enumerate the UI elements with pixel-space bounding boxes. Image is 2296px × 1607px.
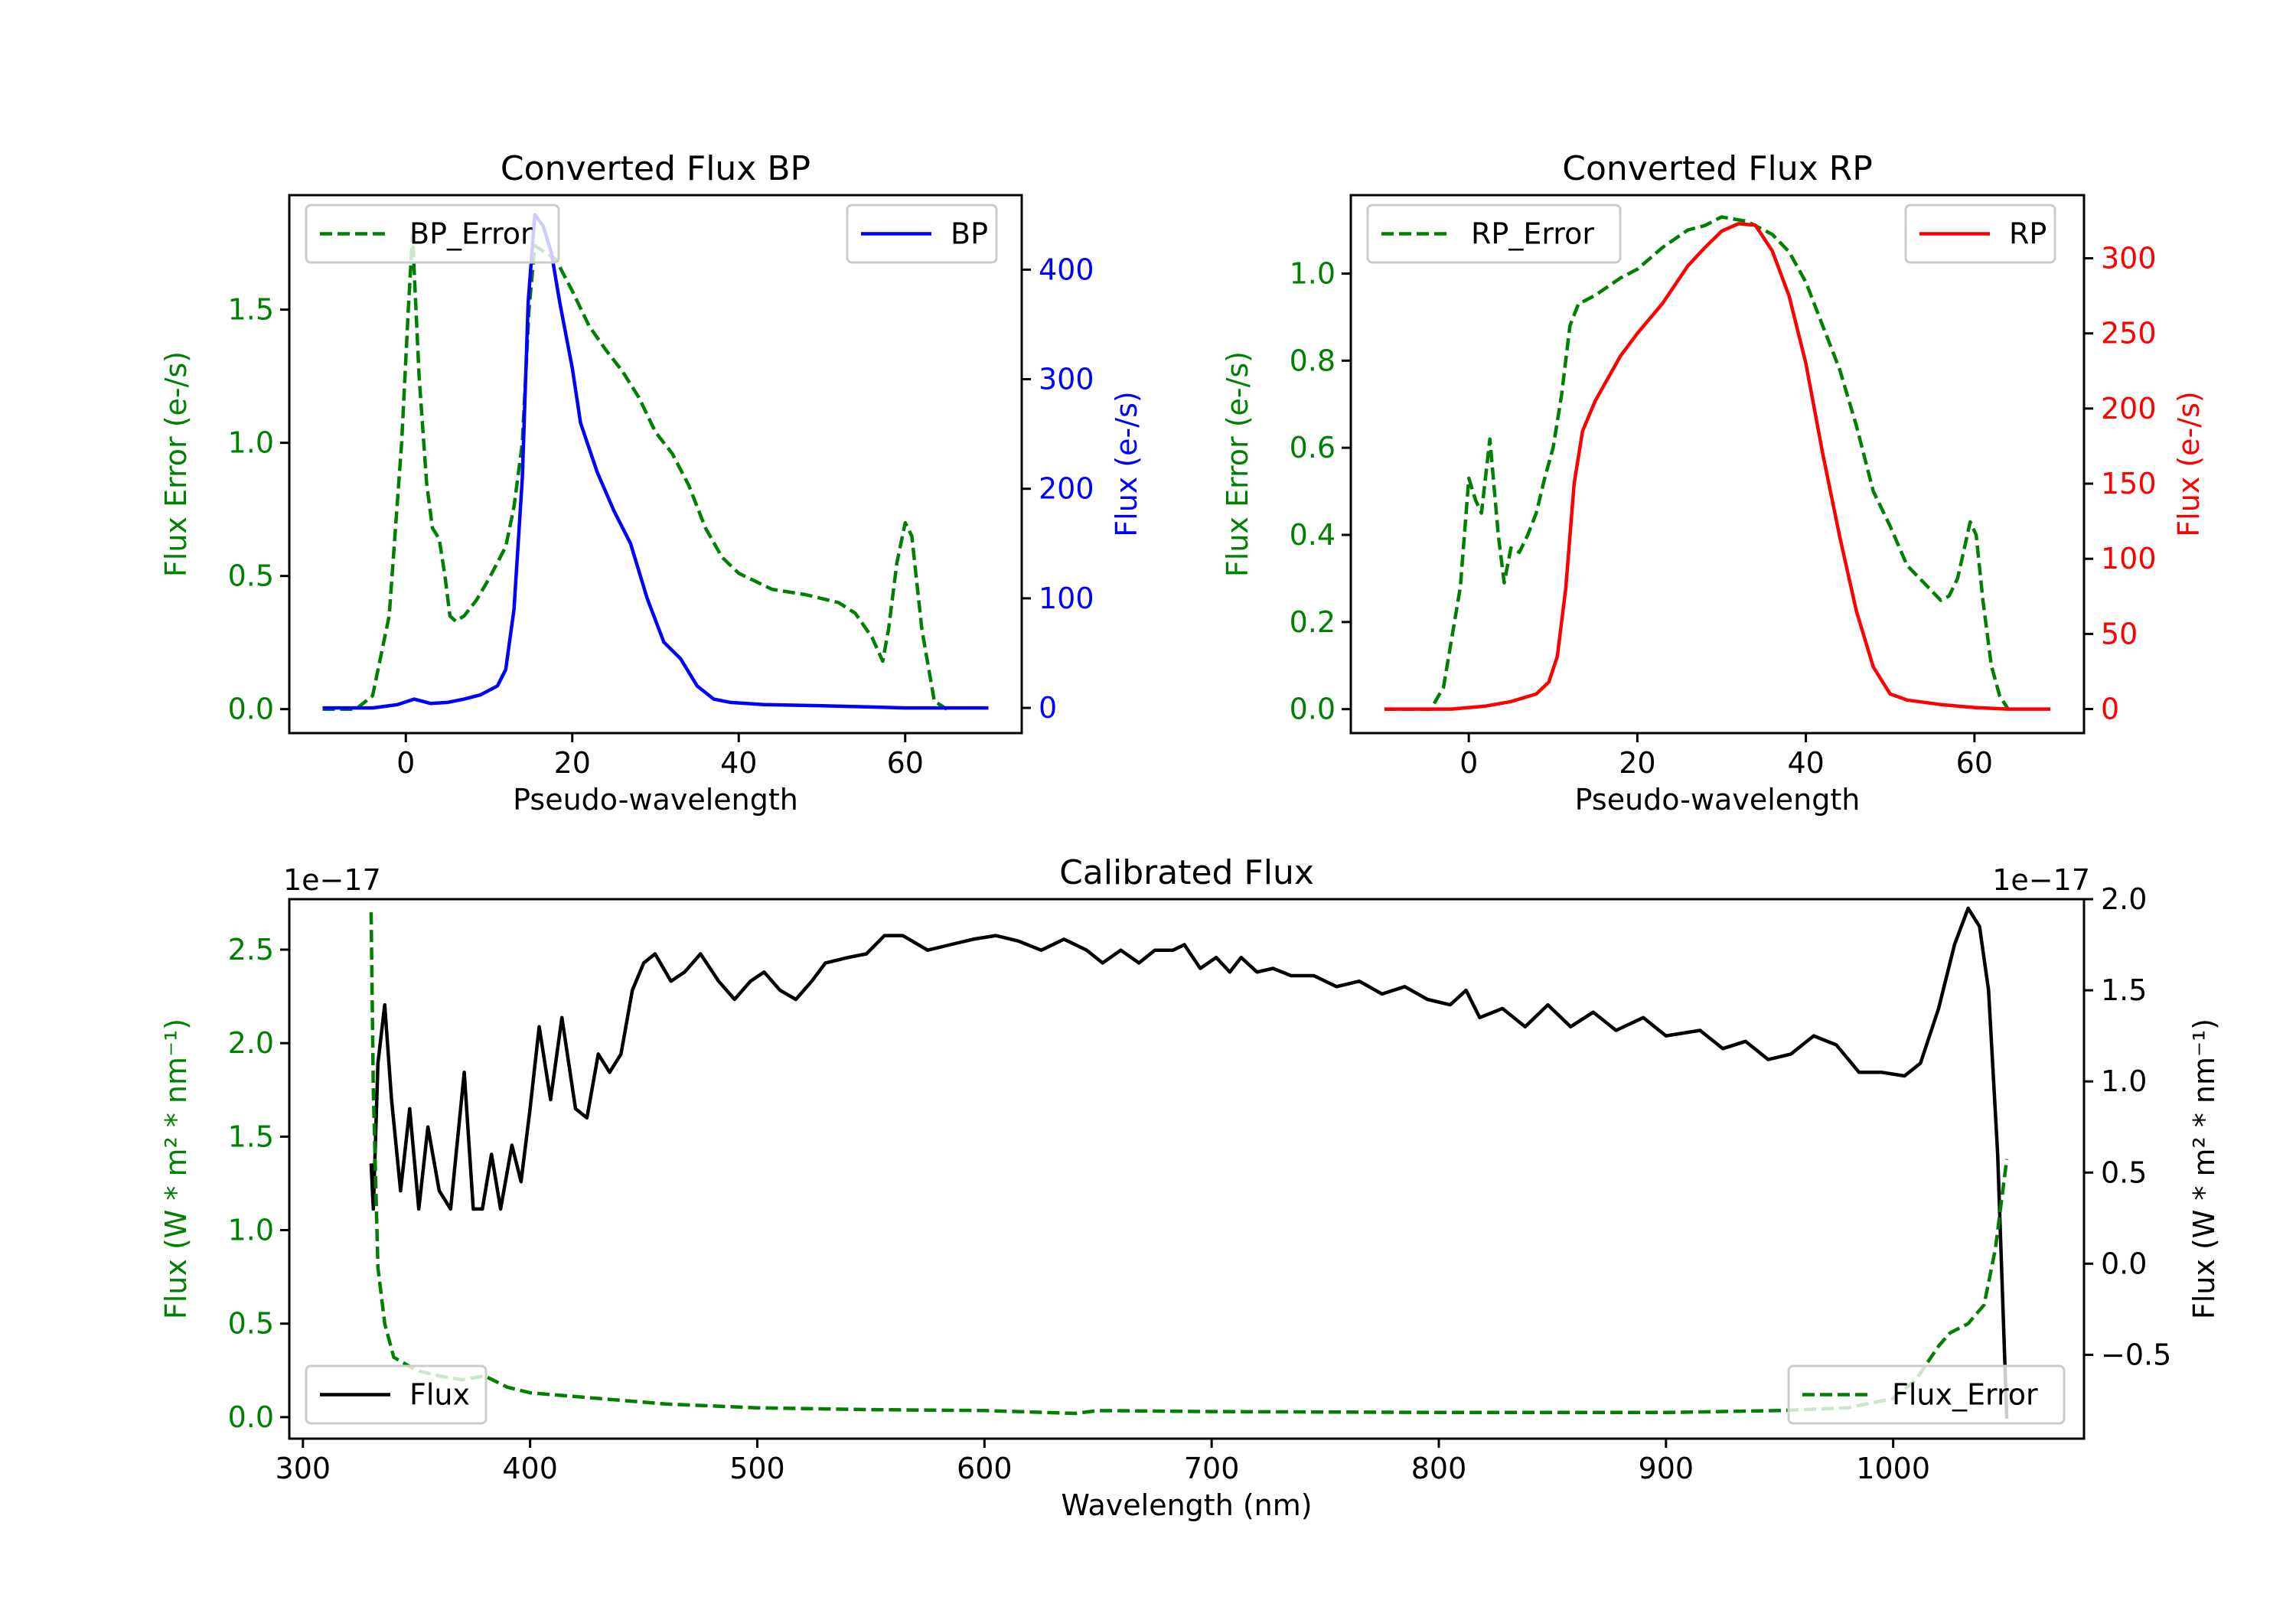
- bp-legend-bp: BP: [846, 204, 998, 264]
- cal-right-offset-label: 1e−17: [1992, 863, 2090, 897]
- bp-plot-frame: [288, 194, 1023, 735]
- cal-right-tick-label: −0.5: [2101, 1338, 2171, 1371]
- bp-right-tick-label: 200: [1039, 472, 1094, 506]
- rp-left-tick-label: 1.0: [1290, 256, 1336, 290]
- legend-box: [305, 204, 560, 264]
- bp-left-tick-label: 0.0: [228, 693, 274, 726]
- cal-plot-frame: [288, 898, 2086, 1440]
- cal-left-tick-label: 0.5: [228, 1307, 274, 1341]
- rp-x-tick-label: 0: [1459, 746, 1478, 780]
- rp-left-tick-label: 0.4: [1290, 518, 1336, 552]
- rp-left-tick-label: 0.8: [1290, 344, 1336, 377]
- bp-x-axis-label: Pseudo-wavelength: [513, 783, 798, 817]
- bp-x-tick-label: 0: [396, 746, 415, 780]
- rp-right-tick-label: 300: [2101, 241, 2157, 275]
- legend-box: [305, 1364, 488, 1425]
- bp-right-axis-label: Flux (e-/s): [1110, 391, 1143, 536]
- bp-right-tick-label: 100: [1039, 582, 1094, 615]
- cal-left-tick-label: 2.0: [228, 1026, 274, 1060]
- cal-right-tick-label: 0.5: [2101, 1156, 2147, 1189]
- cal-right-tick-label: 1.5: [2101, 973, 2147, 1007]
- calibrated-chart: Calibrated Flux 300 400 500 600 700 800 900 1000…: [159, 853, 2221, 1522]
- cal-title: Calibrated Flux: [1059, 853, 1314, 892]
- rp-x-tick-label: 20: [1619, 746, 1655, 780]
- rp-right-tick-label: 50: [2101, 617, 2138, 650]
- cal-x-tick-label: 400: [502, 1452, 558, 1485]
- bp-x-tick-label: 60: [887, 746, 924, 780]
- rp-right-tick-label: 250: [2101, 317, 2157, 350]
- bp-right-tick-label: 400: [1039, 253, 1094, 286]
- legend-label: RP_Error: [1471, 217, 1594, 251]
- bp-title: Converted Flux BP: [501, 149, 810, 188]
- legend-label: BP: [951, 217, 988, 251]
- legend-box: [1366, 204, 1622, 264]
- rp-left-axis-label: Flux Error (e-/s): [1221, 351, 1254, 577]
- cal-x-tick-label: 800: [1411, 1452, 1467, 1485]
- bp-right-tick-label: 0: [1039, 691, 1057, 725]
- cal-x-tick-label: 500: [729, 1452, 785, 1485]
- cal-left-tick-label: 2.5: [228, 933, 274, 966]
- cal-x-tick-label: 300: [276, 1452, 331, 1485]
- bp-left-tick-label: 0.5: [228, 559, 274, 593]
- rp-right-tick-label: 0: [2101, 693, 2119, 726]
- cal-left-tick-label: 1.5: [228, 1120, 274, 1153]
- legend-label: RP: [2009, 217, 2047, 251]
- cal-legend-flux-error: Flux_Error: [1787, 1364, 2066, 1425]
- rp-legend-rp-error: RP_Error: [1366, 204, 1622, 264]
- cal-right-tick-label: 0.0: [2101, 1247, 2147, 1280]
- legend-label: BP_Error: [409, 217, 533, 251]
- cal-right-tick-label: 1.0: [2101, 1064, 2147, 1098]
- rp-series-rp-line: [1384, 222, 2050, 711]
- cal-left-tick-label: 1.0: [228, 1214, 274, 1247]
- bp-left-tick-label: 1.5: [228, 293, 274, 327]
- rp-plot-frame: [1349, 194, 2086, 735]
- rp-left-tick-label: 0.2: [1290, 605, 1336, 639]
- rp-right-tick-label: 100: [2101, 542, 2157, 575]
- rp-right-tick-label: 150: [2101, 467, 2157, 500]
- rp-chart: Converted Flux RP 0 20 40 60 Pseudo-wavelengt…: [1221, 149, 2206, 817]
- cal-x-axis-label: Wavelength (nm): [1061, 1488, 1312, 1522]
- rp-x-tick-label: 60: [1956, 746, 1993, 780]
- legend-label: Flux_Error: [1892, 1378, 2038, 1412]
- legend-box: [1787, 1364, 2066, 1425]
- rp-series-rp-error-line: [1384, 215, 2010, 711]
- rp-right-tick-label: 200: [2101, 392, 2157, 425]
- rp-legend-rp: RP: [1904, 204, 2056, 264]
- cal-x-tick-label: 600: [957, 1452, 1013, 1485]
- bp-chart: Converted Flux BP 0 20 40 60 Pseudo-wavelengt…: [159, 149, 1143, 817]
- bp-series-bp-line: [322, 213, 989, 710]
- cal-left-offset-label: 1e−17: [283, 863, 381, 897]
- bp-series-bp-error-line: [322, 233, 948, 711]
- bp-x-tick-label: 40: [720, 746, 757, 780]
- cal-legend-flux: Flux: [305, 1364, 488, 1425]
- legend-label: Flux: [409, 1378, 470, 1412]
- bp-left-tick-label: 1.0: [228, 426, 274, 460]
- rp-x-axis-label: Pseudo-wavelength: [1575, 783, 1861, 817]
- cal-x-tick-label: 700: [1184, 1452, 1240, 1485]
- bp-right-tick-label: 300: [1039, 363, 1094, 396]
- cal-series-flux-line: [369, 906, 2009, 1419]
- bp-left-axis-label: Flux Error (e-/s): [159, 351, 193, 577]
- bp-legend-bp-error: BP_Error: [305, 204, 560, 264]
- cal-x-tick-label: 1000: [1856, 1452, 1930, 1485]
- rp-title: Converted Flux RP: [1562, 149, 1873, 188]
- rp-right-axis-label: Flux (e-/s): [2172, 391, 2206, 536]
- rp-left-tick-label: 0.6: [1290, 431, 1336, 464]
- cal-left-axis-label: Flux (W * m² * nm⁻¹): [159, 1019, 193, 1319]
- rp-x-tick-label: 40: [1787, 746, 1824, 780]
- cal-left-tick-label: 0.0: [228, 1400, 274, 1434]
- cal-right-axis-label: Flux (W * m² * nm⁻¹): [2187, 1019, 2221, 1319]
- bp-x-tick-label: 20: [554, 746, 591, 780]
- rp-left-tick-label: 0.0: [1290, 693, 1336, 726]
- cal-x-tick-label: 900: [1639, 1452, 1694, 1485]
- cal-right-tick-label: 2.0: [2101, 882, 2147, 916]
